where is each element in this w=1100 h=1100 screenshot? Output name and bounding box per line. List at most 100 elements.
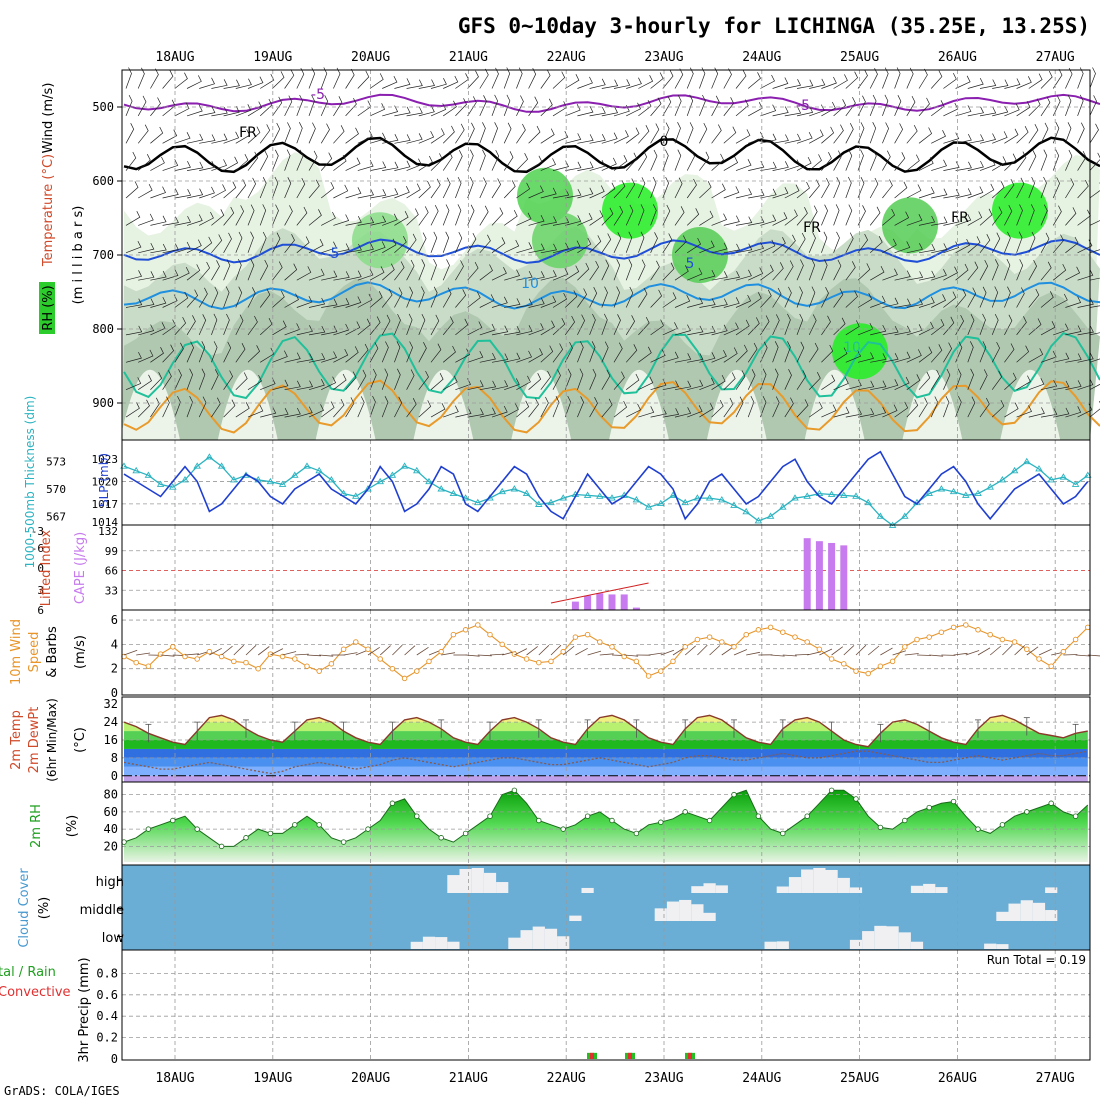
wind-barb	[1052, 177, 1060, 199]
wind-barb	[977, 647, 991, 656]
wind-barb	[160, 654, 175, 657]
t2-label-a: 2m Temp	[9, 710, 24, 770]
wind-barb	[455, 176, 462, 199]
wind-barb	[516, 95, 524, 117]
rh-point	[975, 826, 981, 832]
wind-barb	[662, 95, 672, 117]
wind-barb	[1077, 179, 1089, 199]
wind-barb	[979, 133, 997, 144]
date-tick-label: 23AUG	[644, 1071, 683, 1086]
wind-barb	[1053, 293, 1068, 308]
wind-tick-label: 6	[111, 613, 118, 627]
wind-barb	[552, 71, 566, 89]
wind-barb	[552, 343, 564, 363]
thickness-point	[705, 494, 714, 501]
wind-barb	[1004, 205, 1013, 226]
wind-speed-point	[548, 658, 554, 665]
wind-barb	[784, 234, 796, 254]
wind-barb	[406, 208, 419, 226]
date-tick-label: 20AUG	[351, 50, 390, 65]
wind-barb	[382, 238, 397, 254]
cape-label: CAPE (J/kg)	[73, 532, 88, 604]
wind-barb	[686, 178, 697, 199]
wind-speed-point	[670, 658, 676, 665]
thickness-point	[791, 494, 799, 501]
cape-tick-label: 66	[105, 565, 118, 578]
wind-barb	[662, 380, 680, 391]
wind-barb	[565, 188, 582, 199]
wind-barb	[662, 176, 669, 199]
wind-barb	[186, 289, 199, 308]
temp-tick-label: 24	[104, 715, 118, 729]
cloud-bar	[422, 936, 436, 949]
wind-barb	[821, 231, 828, 253]
wind-barb	[247, 374, 262, 390]
wind-barb	[674, 94, 682, 117]
wind-barb	[894, 152, 906, 171]
pressure-tick-label: 600	[92, 174, 114, 188]
wind-barb	[735, 216, 753, 226]
wind-barb	[833, 259, 842, 281]
cloud-bar	[801, 869, 814, 893]
wind-barb	[821, 315, 831, 336]
wind-barb	[479, 264, 493, 281]
wind-barb	[381, 396, 389, 418]
wind-barb	[931, 188, 948, 199]
wind-barb	[259, 124, 271, 144]
wind-barb	[711, 124, 722, 144]
plume	[902, 369, 963, 440]
wind-barb	[211, 234, 223, 254]
wind-speed-point	[792, 634, 798, 640]
wind-barb	[333, 184, 349, 199]
wind-barb	[443, 100, 457, 117]
wind-barb	[565, 215, 582, 226]
cloud-bar	[1020, 900, 1033, 921]
wind-barb	[1040, 149, 1048, 171]
wind-barb	[247, 126, 261, 144]
date-axis-bottom: 18AUG 19AUG 20AUG 21AUG 22AUG 23AUG 24AUG 25AUG…	[155, 1071, 1075, 1086]
wind-barb	[613, 79, 631, 89]
wind-barb	[918, 296, 935, 308]
wind-barb	[441, 652, 456, 656]
wind-barb	[1065, 325, 1082, 336]
wind-barb	[638, 99, 652, 117]
wind-barb	[1040, 261, 1052, 281]
wind-barb	[199, 106, 216, 117]
wind-barb	[625, 315, 636, 336]
wind-barb	[821, 152, 832, 171]
wind-barb	[186, 368, 193, 390]
wind-barb	[174, 102, 190, 117]
wind-barb	[784, 260, 794, 281]
rh-point	[853, 796, 859, 802]
wind-barb	[577, 76, 593, 89]
cloud-bar	[544, 928, 558, 949]
wind-barb	[796, 370, 807, 390]
wind-barb	[857, 149, 864, 171]
wind-barb	[796, 286, 803, 308]
contour-label: 10	[521, 276, 539, 292]
wind-barb	[235, 343, 246, 363]
precip-convective-bar	[590, 1052, 594, 1059]
wind-barb	[394, 341, 401, 363]
thickness-label: 1000-500mb Thickness (dm)	[23, 396, 37, 569]
wind-barb	[684, 645, 696, 656]
wind-speed-point	[157, 651, 164, 657]
wind-barb	[992, 131, 1008, 144]
wind-barb	[150, 126, 164, 144]
cloud-bar	[788, 877, 802, 893]
rh-point	[560, 826, 566, 832]
wind-barb	[674, 353, 692, 363]
wind-barb	[430, 286, 438, 308]
wind-barb	[162, 159, 179, 171]
wind-speed-point	[1060, 648, 1067, 655]
wind-speed-point	[145, 663, 152, 670]
wind-barb	[1089, 182, 1100, 199]
wind-barb	[931, 243, 948, 254]
wind-barb	[967, 396, 976, 418]
thickness-point	[193, 462, 201, 469]
wind10-label-a: 10m Wind	[9, 619, 24, 685]
wind-barb	[638, 316, 650, 336]
thickness-point	[205, 453, 214, 460]
wind-barb	[991, 370, 1003, 390]
